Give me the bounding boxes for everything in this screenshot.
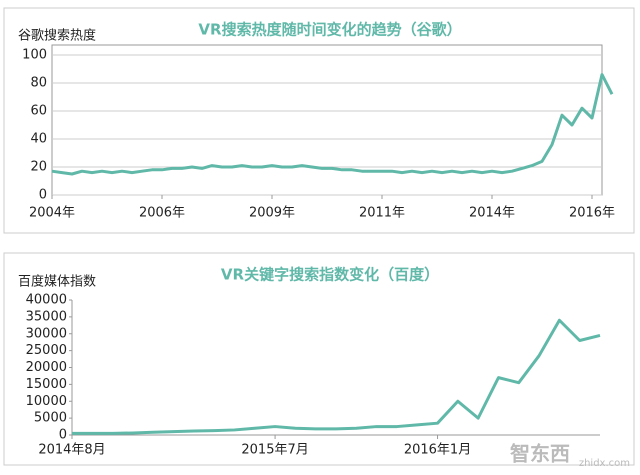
y-tick-label: 20	[30, 160, 47, 175]
chart-title: VR关键字搜索指数变化（百度）	[221, 266, 439, 284]
y-tick-label: 15000	[26, 377, 67, 392]
watermark-brand: 智东西	[510, 442, 570, 466]
y-axis-label: 百度媒体指数	[18, 274, 96, 290]
x-tick-label: 2015年7月	[241, 443, 308, 458]
y-tick-label: 40	[30, 132, 47, 147]
x-tick-label: 2016年1月	[404, 443, 471, 458]
x-tick-label: 2004年	[29, 206, 75, 221]
watermark-site: zhidx.com	[579, 458, 630, 469]
x-tick-label: 2011年	[359, 206, 405, 221]
data-line	[72, 318, 601, 435]
y-tick-label: 5000	[34, 411, 67, 426]
panel-frame	[3, 7, 635, 234]
y-tick-label: 35000	[26, 309, 67, 324]
y-tick-label: 0	[39, 188, 47, 203]
y-tick-label: 30000	[26, 326, 67, 341]
y-tick-label: 20000	[26, 360, 67, 375]
y-tick-label: 10000	[26, 394, 67, 409]
y-tick-label: 0	[59, 428, 67, 443]
data-line	[51, 73, 614, 176]
y-tick-label: 40000	[26, 293, 67, 308]
x-tick-label: 2006年	[139, 206, 185, 221]
y-axis-label: 谷歌搜索热度	[18, 28, 96, 44]
y-tick-label: 80	[30, 76, 47, 91]
x-tick-label: 2014年8月	[38, 443, 105, 458]
y-tick-label: 60	[30, 104, 47, 119]
y-tick-label: 100	[22, 48, 47, 63]
panel-frame	[3, 252, 635, 466]
chart-title: VR搜索热度随时间变化的趋势（谷歌）	[198, 21, 461, 39]
x-tick-label: 2014年	[469, 206, 515, 221]
x-tick-label: 2009年	[249, 206, 295, 221]
x-tick-label: 2016年	[569, 206, 615, 221]
y-tick-label: 25000	[26, 343, 67, 358]
